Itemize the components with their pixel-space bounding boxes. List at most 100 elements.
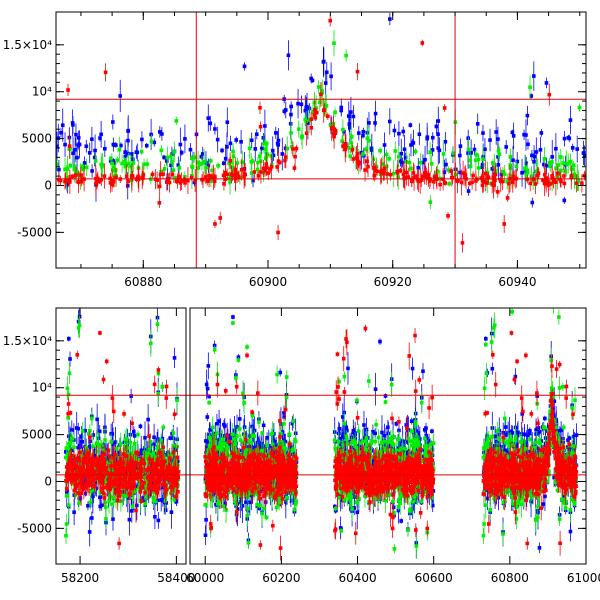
- data-point: [373, 111, 378, 116]
- data-point: [450, 175, 455, 180]
- data-point: [314, 110, 319, 115]
- data-point: [387, 119, 392, 124]
- data-point: [568, 118, 573, 122]
- data-point: [365, 159, 369, 164]
- data-point: [356, 131, 361, 135]
- data-point: [118, 94, 123, 98]
- data-point: [563, 169, 568, 173]
- data-point: [379, 168, 384, 173]
- data-point: [294, 146, 299, 151]
- data-point: [249, 138, 254, 143]
- data-point: [380, 430, 384, 435]
- data-point: [566, 161, 571, 166]
- data-point: [496, 137, 500, 141]
- data-point: [204, 518, 208, 522]
- data-point: [568, 159, 573, 164]
- data-point: [114, 143, 118, 147]
- data-point: [200, 161, 204, 166]
- data-point: [259, 146, 264, 151]
- data-point: [332, 41, 336, 45]
- data-point: [443, 181, 448, 185]
- data-point: [293, 154, 297, 159]
- data-point: [289, 131, 293, 135]
- data-point: [543, 178, 547, 183]
- data-point: [559, 428, 563, 432]
- data-point: [447, 181, 451, 186]
- data-point: [425, 136, 429, 141]
- data-point: [172, 150, 177, 154]
- data-point: [217, 419, 221, 423]
- data-point: [261, 444, 266, 448]
- data-point: [111, 442, 115, 446]
- data-point: [502, 222, 506, 226]
- data-point: [159, 498, 163, 502]
- data-point: [264, 141, 269, 146]
- data-point: [235, 171, 239, 176]
- data-point: [409, 451, 414, 456]
- data-point: [237, 417, 242, 421]
- data-point: [205, 446, 209, 450]
- data-point: [190, 156, 194, 161]
- data-point: [466, 189, 471, 193]
- data-point: [164, 501, 169, 505]
- data-point: [156, 518, 161, 523]
- data-point: [95, 417, 99, 422]
- data-point: [66, 179, 71, 183]
- data-point: [520, 170, 524, 175]
- data-point: [532, 74, 536, 78]
- data-point: [221, 161, 226, 166]
- data-point: [414, 446, 419, 451]
- data-point: [63, 178, 68, 183]
- data-point: [255, 167, 260, 172]
- data-point: [67, 144, 72, 148]
- data-point: [552, 475, 556, 480]
- data-point: [183, 137, 187, 141]
- data-point: [76, 445, 80, 450]
- data-point: [200, 177, 204, 182]
- data-point: [537, 430, 542, 434]
- data-point: [524, 443, 529, 448]
- data-point: [152, 435, 156, 440]
- data-point: [312, 100, 317, 105]
- data-point: [124, 174, 129, 179]
- data-point: [416, 165, 421, 170]
- data-point: [407, 160, 412, 165]
- data-point: [238, 500, 243, 504]
- data-point: [321, 108, 326, 113]
- data-point: [344, 425, 349, 430]
- y-tick-label: 1.5×10⁴: [3, 38, 52, 52]
- data-point: [129, 394, 133, 398]
- data-point: [582, 153, 586, 158]
- data-point: [304, 119, 308, 124]
- data-point: [59, 130, 63, 135]
- data-point: [427, 179, 432, 183]
- data-point: [386, 425, 390, 430]
- data-point: [471, 173, 475, 178]
- data-point: [119, 143, 123, 148]
- data-point: [501, 170, 505, 174]
- data-point: [414, 174, 419, 179]
- data-point: [460, 241, 465, 245]
- data-point: [541, 178, 545, 182]
- series-2: [56, 14, 586, 253]
- data-point: [481, 131, 485, 135]
- data-point: [160, 132, 164, 136]
- data-point: [362, 423, 366, 427]
- data-point: [401, 172, 406, 177]
- data-point: [503, 425, 508, 429]
- data-point: [189, 175, 194, 180]
- data-point: [146, 417, 150, 422]
- data-point: [570, 167, 574, 172]
- data-point: [77, 443, 82, 448]
- data-point: [202, 159, 206, 164]
- data-point: [207, 394, 211, 399]
- x-tick-label: 60940: [498, 275, 536, 289]
- data-point: [83, 428, 87, 433]
- data-point: [513, 374, 518, 379]
- data-point: [225, 145, 229, 149]
- data-point: [91, 433, 96, 437]
- data-point: [111, 165, 116, 170]
- data-point: [159, 148, 164, 153]
- data-point: [286, 53, 291, 58]
- data-point: [161, 172, 165, 177]
